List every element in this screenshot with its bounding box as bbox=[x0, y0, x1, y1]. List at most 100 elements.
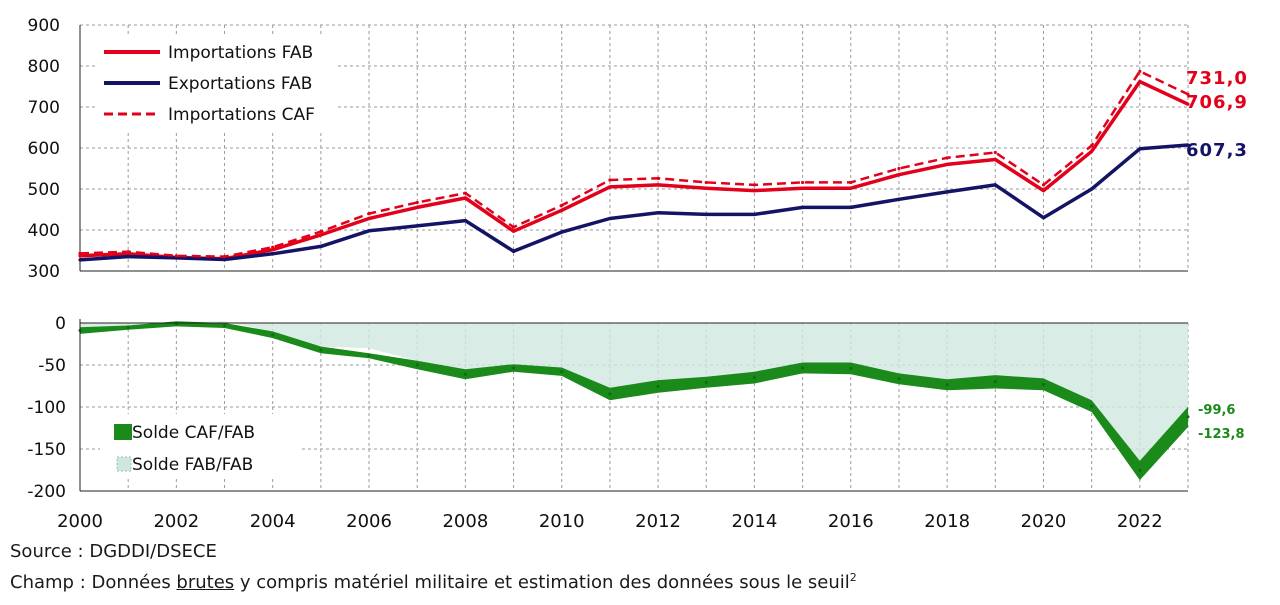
band-point bbox=[608, 392, 612, 396]
bottom-y-tick-label: -150 bbox=[27, 440, 66, 460]
series-point bbox=[1041, 216, 1046, 220]
series-point bbox=[752, 183, 757, 187]
top-y-tick-label: 800 bbox=[28, 57, 60, 77]
legend-label: Solde CAF/FAB bbox=[132, 423, 255, 443]
series-point bbox=[463, 191, 467, 195]
x-tick-label: 2000 bbox=[57, 511, 103, 532]
series-point bbox=[126, 250, 130, 254]
series-point bbox=[78, 258, 82, 262]
series-point bbox=[704, 186, 708, 190]
series-point bbox=[945, 156, 949, 160]
series-point bbox=[608, 178, 612, 182]
series-point bbox=[319, 233, 323, 237]
bottom-y-tick-label: 0 bbox=[55, 314, 66, 334]
band-point bbox=[1138, 468, 1142, 472]
series-point bbox=[1186, 102, 1190, 106]
series-point bbox=[415, 200, 419, 205]
series-point bbox=[78, 254, 82, 258]
series-point bbox=[367, 229, 371, 233]
legend-label: Importations FAB bbox=[168, 43, 313, 63]
series-point bbox=[463, 218, 467, 223]
band-point bbox=[223, 324, 227, 328]
band-point bbox=[271, 333, 275, 337]
series-point bbox=[993, 150, 997, 155]
band-point bbox=[849, 366, 853, 370]
band-point bbox=[704, 380, 708, 384]
end-value-label: 607,3 bbox=[1186, 140, 1248, 161]
series-point bbox=[222, 257, 227, 262]
series-point bbox=[271, 248, 275, 252]
series-point bbox=[367, 216, 371, 221]
series-point bbox=[849, 186, 853, 190]
series-point bbox=[801, 186, 805, 190]
series-line-exportations-fab bbox=[79, 143, 1189, 262]
scope-footnote-ref: 2 bbox=[849, 571, 857, 584]
series-point bbox=[126, 255, 130, 259]
series-point bbox=[1090, 143, 1094, 148]
band-point bbox=[415, 363, 419, 367]
series-point bbox=[1090, 149, 1094, 153]
series-point bbox=[897, 173, 901, 177]
series-point bbox=[560, 203, 564, 207]
x-tick-label: 2002 bbox=[153, 511, 199, 532]
series-line-importations-fab bbox=[79, 79, 1189, 261]
series-point bbox=[415, 224, 419, 228]
trade-chart: 900 800 700 600 500 400 300 Importations FAB Exp… bbox=[27, 16, 1248, 532]
series-point bbox=[271, 252, 275, 256]
bottom-y-tick-label: -200 bbox=[27, 482, 66, 502]
x-tick-label: 2004 bbox=[250, 511, 296, 532]
top-y-tick-label: 300 bbox=[28, 262, 60, 282]
top-y-tick-label: 500 bbox=[28, 180, 60, 200]
series-point bbox=[608, 216, 612, 221]
top-y-tick-label: 900 bbox=[28, 16, 60, 36]
series-point bbox=[656, 211, 660, 215]
legend-swatch-solde-caf-fab bbox=[114, 424, 132, 440]
series-point bbox=[1138, 79, 1142, 84]
bottom-y-tick-label: -50 bbox=[38, 356, 66, 376]
x-tick-label: 2018 bbox=[924, 511, 970, 532]
series-point bbox=[1186, 143, 1190, 147]
bottom-y-tick-label: -100 bbox=[27, 398, 66, 418]
band-point bbox=[945, 383, 949, 387]
x-tick-label: 2008 bbox=[442, 511, 488, 532]
band-point bbox=[367, 354, 371, 358]
band-point bbox=[801, 366, 805, 370]
series-point bbox=[511, 229, 516, 233]
series-point bbox=[511, 225, 516, 229]
x-tick-label: 2010 bbox=[539, 511, 585, 532]
x-tick-label: 2012 bbox=[635, 511, 681, 532]
series-point bbox=[560, 230, 564, 234]
series-line-importations-caf bbox=[79, 70, 1189, 258]
series-point bbox=[415, 205, 419, 210]
series-point bbox=[1138, 69, 1142, 73]
legend-label: Exportations FAB bbox=[168, 74, 312, 94]
band-point bbox=[126, 326, 130, 330]
band-point bbox=[319, 348, 323, 352]
series-point bbox=[945, 190, 949, 194]
area-solde-fab-fab bbox=[80, 321, 1188, 461]
source-note: Source : DGDDI/DSECE bbox=[10, 541, 217, 562]
series-point bbox=[78, 251, 82, 255]
band-point bbox=[993, 380, 997, 384]
series-point bbox=[993, 157, 997, 162]
x-tick-label: 2014 bbox=[732, 511, 778, 532]
top-y-tick-label: 400 bbox=[28, 221, 60, 241]
series-point bbox=[849, 180, 853, 185]
series-point bbox=[1090, 187, 1094, 191]
series-point bbox=[897, 166, 901, 171]
series-point bbox=[656, 183, 660, 187]
band-point bbox=[1041, 382, 1045, 386]
series-point bbox=[801, 180, 805, 185]
x-tick-label: 2016 bbox=[828, 511, 874, 532]
series-point bbox=[608, 185, 612, 189]
band-point bbox=[752, 376, 756, 380]
series-point bbox=[367, 212, 371, 216]
series-point bbox=[752, 212, 757, 217]
band-point bbox=[656, 384, 660, 388]
x-tick-label: 2020 bbox=[1021, 511, 1067, 532]
x-tick-label: 2022 bbox=[1117, 511, 1163, 532]
scope-text-underlined: brutes bbox=[176, 572, 235, 593]
series-point bbox=[1138, 147, 1142, 151]
series-point bbox=[993, 183, 997, 187]
series-point bbox=[319, 244, 323, 248]
